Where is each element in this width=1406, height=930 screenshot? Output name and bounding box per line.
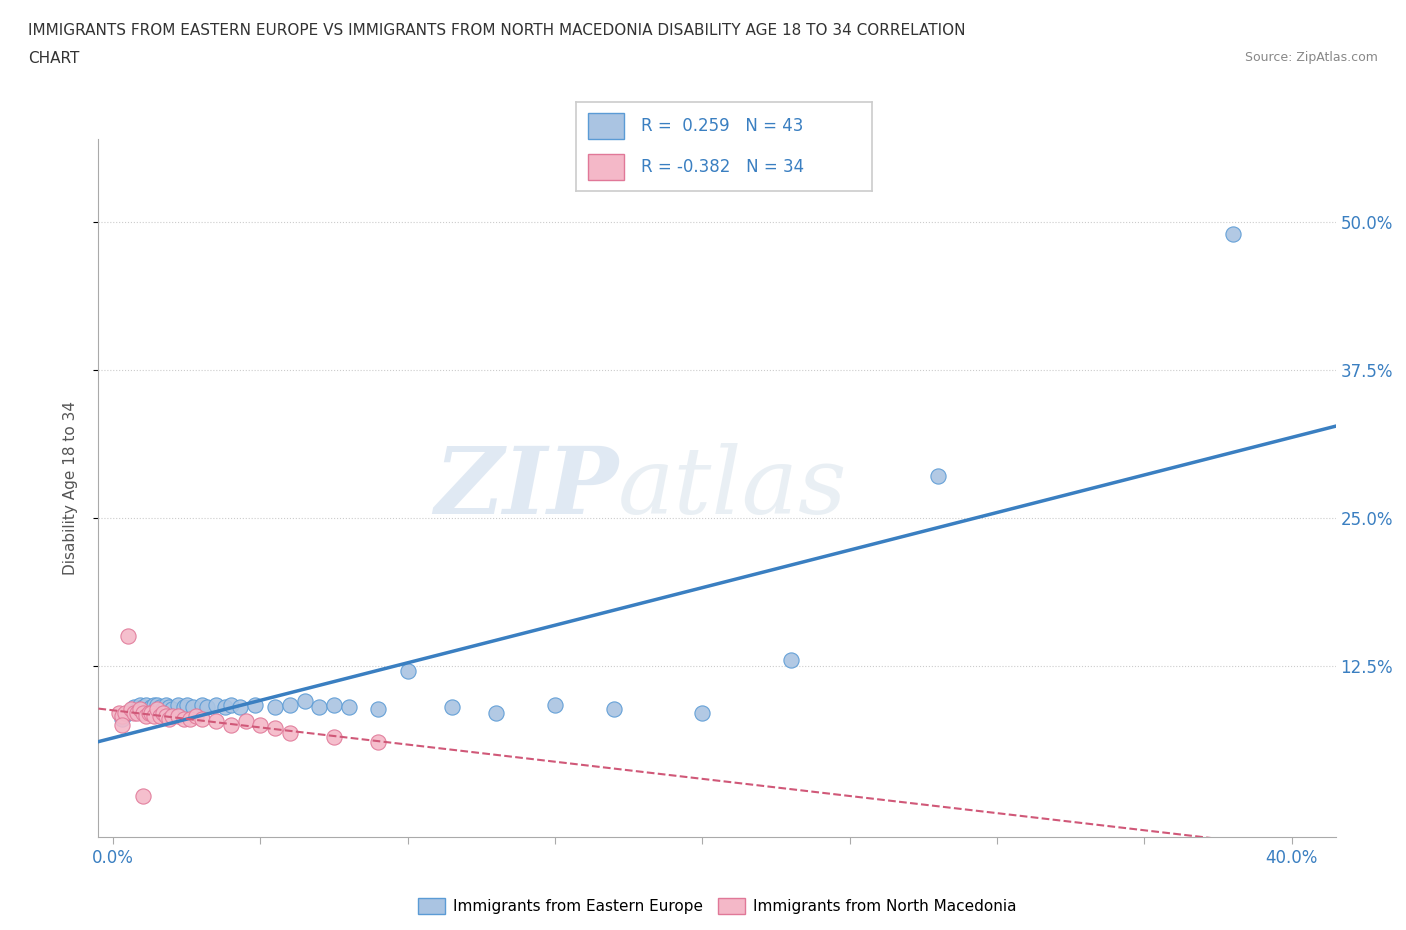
Point <box>278 698 301 712</box>
Point <box>143 709 166 724</box>
Point <box>138 706 160 721</box>
Point <box>214 699 236 714</box>
Point <box>337 699 360 714</box>
Point <box>143 698 166 712</box>
Point <box>114 706 136 721</box>
Point <box>135 709 157 724</box>
Text: R = -0.382   N = 34: R = -0.382 N = 34 <box>641 158 804 176</box>
Point <box>219 698 242 712</box>
Point <box>294 694 316 709</box>
Point <box>219 717 242 732</box>
Point <box>108 706 131 721</box>
Point <box>167 709 190 724</box>
Point <box>603 702 626 717</box>
Point <box>1222 227 1244 242</box>
Point <box>190 698 212 712</box>
Point <box>440 699 463 714</box>
Point <box>135 698 157 712</box>
Point <box>396 664 419 679</box>
Point <box>308 699 330 714</box>
Point <box>181 699 204 714</box>
FancyBboxPatch shape <box>588 113 624 140</box>
Point <box>160 702 183 717</box>
Point <box>167 698 190 712</box>
Point <box>229 699 252 714</box>
Point <box>173 711 195 726</box>
Point <box>173 699 195 714</box>
Text: ZIP: ZIP <box>434 444 619 533</box>
Point <box>179 711 201 726</box>
Point <box>779 652 801 667</box>
Text: Source: ZipAtlas.com: Source: ZipAtlas.com <box>1244 51 1378 64</box>
Point <box>117 706 139 721</box>
Point <box>367 702 389 717</box>
Point <box>149 699 172 714</box>
Point <box>927 469 949 484</box>
Text: atlas: atlas <box>619 444 848 533</box>
Point <box>125 702 148 717</box>
Point <box>152 702 174 717</box>
Point <box>155 698 177 712</box>
Point <box>264 699 287 714</box>
FancyBboxPatch shape <box>588 153 624 180</box>
Point <box>149 709 172 724</box>
Point <box>155 709 177 724</box>
Point <box>138 702 160 717</box>
Point <box>146 698 169 712</box>
Point <box>249 717 271 732</box>
Point <box>278 725 301 740</box>
Point <box>692 706 714 721</box>
Point <box>117 629 139 644</box>
Point <box>367 735 389 750</box>
Point <box>111 709 134 724</box>
Point <box>544 698 567 712</box>
Point <box>125 706 148 721</box>
Point <box>120 702 142 717</box>
Point <box>190 711 212 726</box>
Point <box>131 706 153 721</box>
Point <box>323 698 346 712</box>
Point <box>128 698 150 712</box>
Point <box>131 789 153 804</box>
Point <box>235 713 257 728</box>
Text: IMMIGRANTS FROM EASTERN EUROPE VS IMMIGRANTS FROM NORTH MACEDONIA DISABILITY AGE: IMMIGRANTS FROM EASTERN EUROPE VS IMMIGR… <box>28 23 966 38</box>
Text: R =  0.259   N = 43: R = 0.259 N = 43 <box>641 117 804 135</box>
Point <box>146 702 169 717</box>
Point <box>122 706 145 721</box>
Point <box>197 699 219 714</box>
Point <box>111 717 134 732</box>
Point <box>264 721 287 736</box>
Point <box>184 709 207 724</box>
Point <box>205 713 228 728</box>
Point <box>152 706 174 721</box>
Point <box>205 698 228 712</box>
Point <box>485 706 508 721</box>
Point <box>243 698 266 712</box>
Point <box>131 699 153 714</box>
Legend: Immigrants from Eastern Europe, Immigrants from North Macedonia: Immigrants from Eastern Europe, Immigran… <box>412 892 1022 920</box>
Text: CHART: CHART <box>28 51 80 66</box>
Point <box>122 699 145 714</box>
Point <box>128 702 150 717</box>
Point <box>141 699 163 714</box>
Y-axis label: Disability Age 18 to 34: Disability Age 18 to 34 <box>63 401 77 576</box>
Point <box>157 711 180 726</box>
Point <box>176 698 198 712</box>
Point <box>160 709 183 724</box>
Point <box>141 706 163 721</box>
Point <box>323 729 346 744</box>
Point <box>157 699 180 714</box>
Point <box>111 711 134 726</box>
